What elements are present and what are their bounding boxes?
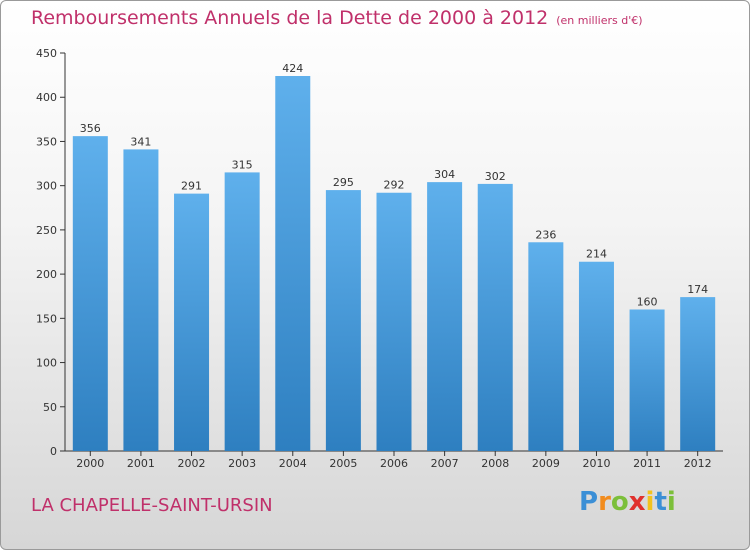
y-tick-label: 300: [36, 180, 57, 193]
data-label-2004: 424: [282, 62, 303, 75]
x-tick-label-2010: 2010: [582, 457, 610, 470]
y-tick-label: 0: [50, 445, 57, 458]
data-label-2002: 291: [181, 180, 202, 193]
bar-2006: [376, 192, 412, 451]
y-tick-label: 100: [36, 357, 57, 370]
x-tick-label-2006: 2006: [380, 457, 408, 470]
bar-2004: [275, 75, 311, 452]
data-label-2006: 292: [384, 179, 405, 192]
data-label-2003: 315: [232, 158, 253, 171]
data-label-2011: 160: [637, 295, 658, 308]
x-tick-label-2004: 2004: [279, 457, 307, 470]
y-tick-label: 50: [43, 401, 57, 414]
proxiti-logo: Proxiti: [579, 487, 676, 517]
city-name: LA CHAPELLE-SAINT-URSIN: [31, 495, 273, 516]
y-tick-label: 450: [36, 47, 57, 60]
logo-letter: o: [610, 487, 629, 517]
logo-letter: P: [579, 487, 599, 517]
y-tick-label: 400: [36, 91, 57, 104]
logo-letter: i: [645, 487, 655, 517]
data-label-2005: 295: [333, 176, 354, 189]
bar-2007: [427, 182, 463, 451]
bar-2010: [578, 261, 614, 451]
data-label-2000: 356: [80, 122, 101, 135]
x-tick-label-2009: 2009: [532, 457, 560, 470]
data-label-2009: 236: [535, 228, 556, 241]
bar-2009: [528, 242, 564, 451]
logo-letter: r: [598, 487, 611, 517]
chart-title: Remboursements Annuels de la Dette de 20…: [31, 7, 549, 29]
bar-2002: [174, 193, 210, 452]
data-label-2012: 174: [687, 283, 708, 296]
x-tick-label-2002: 2002: [178, 457, 206, 470]
x-tick-label-2007: 2007: [431, 457, 459, 470]
bar-2012: [680, 297, 716, 451]
bar-2001: [123, 149, 159, 451]
x-tick-label-2000: 2000: [76, 457, 104, 470]
chart-subtitle: (en milliers d'€): [556, 14, 643, 27]
bar-2000: [72, 136, 108, 452]
logo-letter: t: [654, 487, 667, 517]
data-label-2010: 214: [586, 248, 607, 261]
data-label-2001: 341: [130, 135, 151, 148]
y-tick-label: 200: [36, 268, 57, 281]
x-tick-label-2011: 2011: [633, 457, 661, 470]
x-tick-label-2001: 2001: [127, 457, 155, 470]
data-label-2007: 304: [434, 168, 455, 181]
bar-2005: [325, 190, 361, 452]
bar-2011: [629, 309, 665, 451]
logo-letter: i: [666, 487, 676, 517]
bar-2008: [477, 183, 513, 452]
x-tick-label-2003: 2003: [228, 457, 256, 470]
x-tick-label-2005: 2005: [329, 457, 357, 470]
bar-2003: [224, 172, 260, 451]
x-tick-label-2012: 2012: [684, 457, 712, 470]
y-tick-label: 150: [36, 312, 57, 325]
data-label-2008: 302: [485, 170, 506, 183]
x-tick-label-2008: 2008: [481, 457, 509, 470]
y-tick-label: 350: [36, 135, 57, 148]
y-tick-label: 250: [36, 224, 57, 237]
logo-letter: x: [628, 487, 646, 517]
title-row: Remboursements Annuels de la Dette de 20…: [31, 7, 643, 29]
